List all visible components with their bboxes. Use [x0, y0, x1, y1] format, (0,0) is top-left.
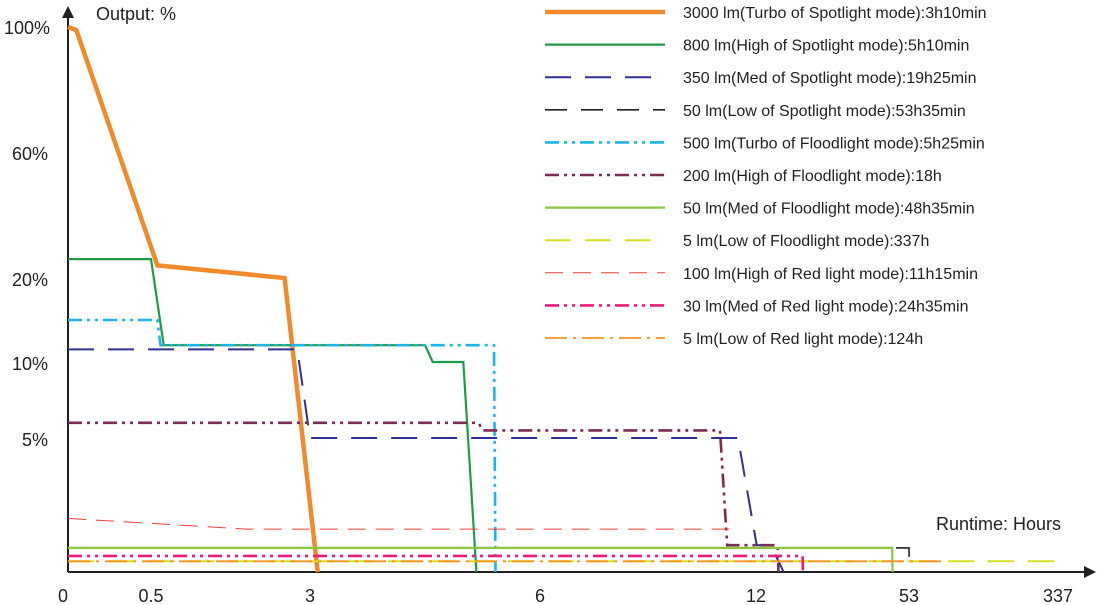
- y-tick-label: 100%: [4, 18, 50, 38]
- x-axis-title: Runtime: Hours: [936, 514, 1061, 534]
- legend-item: 100 lm(High of Red light mode):11h15min: [545, 266, 978, 283]
- legend-label: 50 lm(Med of Floodlight mode):48h35min: [683, 201, 975, 218]
- x-tick-label: 12: [746, 586, 766, 605]
- legend-label: 500 lm(Turbo of Floodlight mode):5h25min: [683, 135, 985, 152]
- series-line: [68, 554, 805, 573]
- series-line: [68, 421, 780, 573]
- legend-label: 5 lm(Low of Floodlight mode):337h: [683, 233, 929, 250]
- series-line: [68, 258, 478, 573]
- legend-item: 350 lm(Med of Spotlight mode):19h25min: [545, 70, 977, 87]
- legend: 3000 lm(Turbo of Spotlight mode):3h10min…: [545, 5, 987, 348]
- legend-item: 30 lm(Med of Red light mode):24h35min: [545, 298, 968, 315]
- legend-label: 5 lm(Low of Red light mode):124h: [683, 331, 923, 348]
- series-line: [67, 517, 729, 530]
- y-tick-label: 5%: [22, 430, 48, 450]
- x-tick-label: 0.5: [138, 586, 163, 605]
- legend-label: 3000 lm(Turbo of Spotlight mode):3h10min: [683, 5, 987, 22]
- legend-item: 500 lm(Turbo of Floodlight mode):5h25min: [545, 135, 985, 152]
- x-tick-label: 337: [1043, 586, 1073, 605]
- series-line: [68, 546, 894, 573]
- y-tick-label: 10%: [12, 354, 48, 374]
- legend-item: 50 lm(Med of Floodlight mode):48h35min: [545, 201, 975, 218]
- legend-item: 5 lm(Low of Red light mode):124h: [545, 331, 923, 348]
- x-tick-label: 6: [535, 586, 545, 605]
- legend-label: 50 lm(Low of Spotlight mode):53h35min: [683, 103, 966, 120]
- legend-item: 5 lm(Low of Floodlight mode):337h: [545, 233, 929, 250]
- x-tick-label: 0: [58, 586, 68, 605]
- legend-item: 50 lm(Low of Spotlight mode):53h35min: [545, 103, 966, 120]
- series-layer: [67, 24, 1058, 573]
- legend-label: 350 lm(Med of Spotlight mode):19h25min: [683, 70, 977, 87]
- legend-item: 800 lm(High of Spotlight mode):5h10min: [545, 38, 969, 55]
- y-tick-label: 60%: [12, 144, 48, 164]
- y-tick-label: 20%: [12, 270, 48, 290]
- series-line: [68, 348, 785, 573]
- x-tick-label: 3: [305, 586, 315, 605]
- series-line: [68, 318, 497, 573]
- legend-item: 200 lm(High of Floodlight mode):18h: [545, 168, 942, 185]
- series-line: [67, 24, 320, 573]
- series-line: [68, 547, 911, 573]
- legend-label: 800 lm(High of Spotlight mode):5h10min: [683, 38, 969, 55]
- legend-label: 30 lm(Med of Red light mode):24h35min: [683, 298, 968, 315]
- x-tick-label: 53: [899, 586, 919, 605]
- legend-item: 3000 lm(Turbo of Spotlight mode):3h10min: [545, 5, 987, 22]
- legend-label: 100 lm(High of Red light mode):11h15min: [683, 266, 978, 283]
- y-axis-title: Output: %: [96, 4, 176, 24]
- legend-label: 200 lm(High of Floodlight mode):18h: [683, 168, 942, 185]
